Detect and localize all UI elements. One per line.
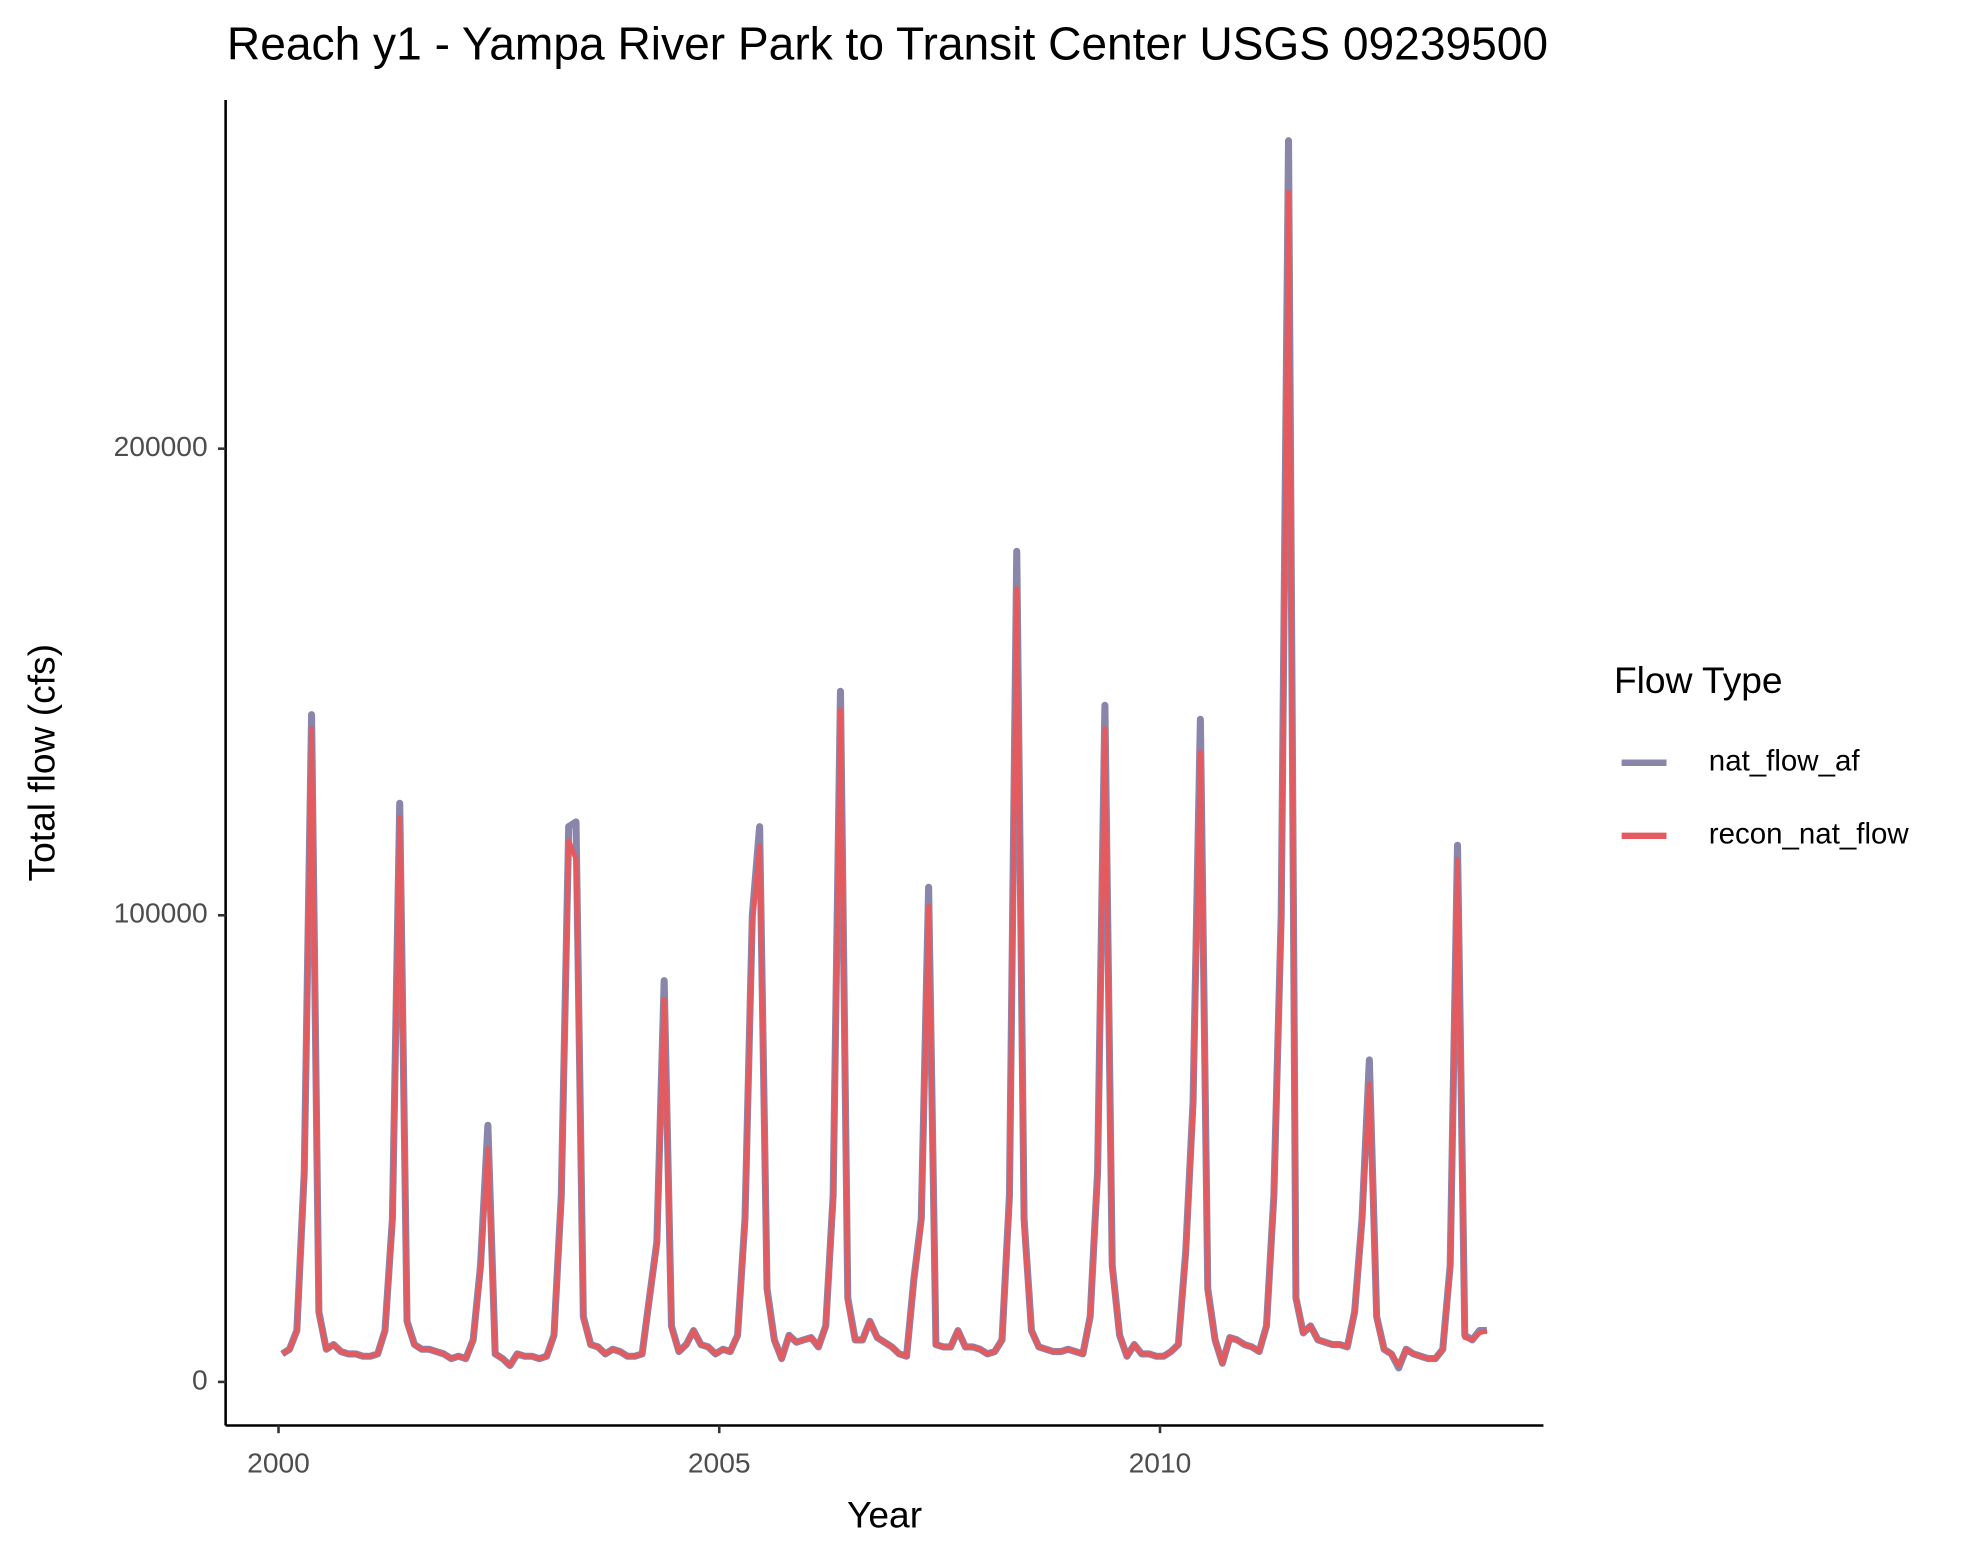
y-axis-title: Total flow (cfs) — [21, 644, 63, 881]
legend-label: recon_nat_flow — [1709, 818, 1910, 851]
x-axis-title: Year — [847, 1494, 922, 1536]
legend-label: nat_flow_af — [1709, 745, 1861, 778]
series-line — [280, 137, 1487, 1372]
series-line — [280, 189, 1488, 1369]
chart-title: Reach y1 - Yampa River Park to Transit C… — [227, 18, 1548, 70]
y-tick-label: 0 — [192, 1363, 208, 1395]
x-tick-label: 2000 — [247, 1447, 310, 1479]
x-tick-label: 2010 — [1129, 1447, 1192, 1479]
x-tick-label: 2005 — [688, 1447, 751, 1479]
y-tick-label: 100000 — [114, 897, 208, 929]
y-tick-label: 200000 — [114, 430, 208, 462]
legend-title: Flow Type — [1614, 659, 1783, 701]
